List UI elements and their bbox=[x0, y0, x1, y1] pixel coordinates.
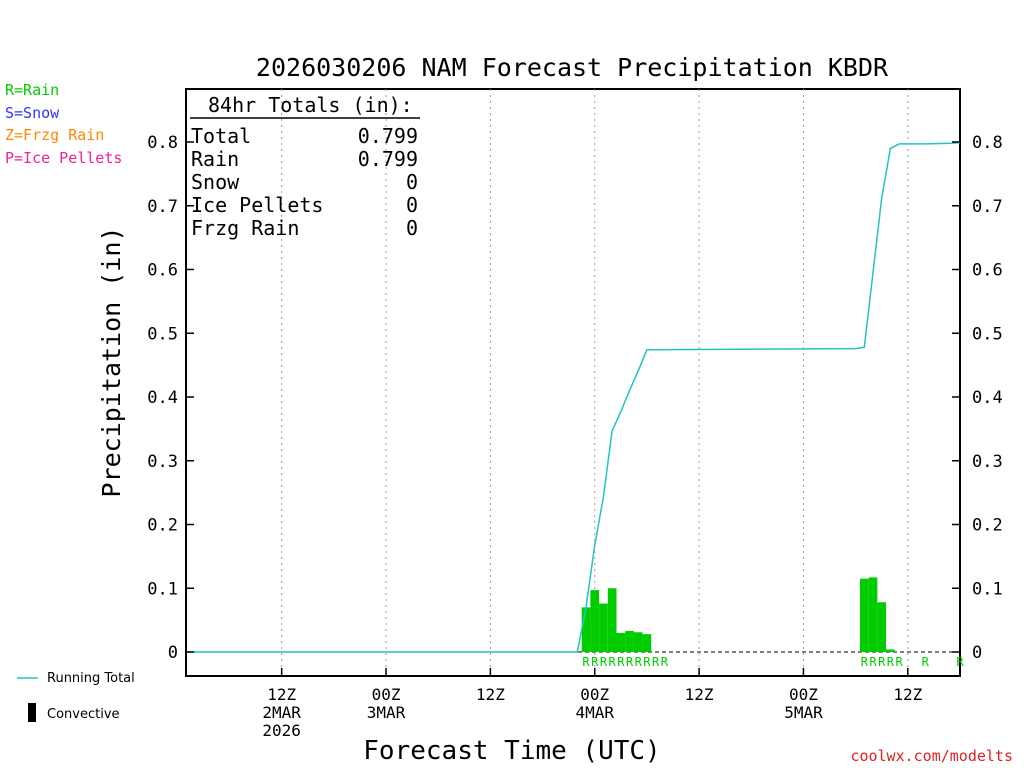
x-tick-label: 12Z bbox=[893, 685, 922, 704]
y-tick-label-right: 0.6 bbox=[972, 261, 1003, 281]
y-tick-label-right: 0.8 bbox=[972, 133, 1003, 153]
ptype-marker: R bbox=[635, 655, 643, 669]
legend-running-total: Running Total bbox=[47, 671, 135, 686]
x-tick-label: 4MAR bbox=[575, 703, 614, 722]
rain-bar bbox=[607, 588, 617, 652]
rain-bar bbox=[886, 649, 895, 652]
totals-value: 0.799 bbox=[358, 147, 418, 171]
y-axis: 0 00.1 0.10.2 0.20.3 0.30.4 0.40.5 0.50.6 0.60.… bbox=[147, 133, 1002, 663]
totals-label: Total bbox=[191, 124, 251, 148]
x-tick-label: 2026 bbox=[262, 721, 301, 740]
ptype-marker: R bbox=[896, 655, 904, 669]
y-tick-label-right: 0.1 bbox=[972, 579, 1003, 599]
rain-bar bbox=[625, 630, 634, 652]
legend-snow: S=Snow bbox=[5, 104, 60, 122]
totals-value: 0 bbox=[406, 170, 418, 194]
ptype-marker: R bbox=[600, 655, 608, 669]
ptype-marker: R bbox=[582, 655, 590, 669]
x-tick-label: 00Z bbox=[580, 685, 609, 704]
plot-frame bbox=[185, 88, 961, 677]
rain-bar bbox=[581, 607, 591, 652]
totals-label: Frzg Rain bbox=[191, 216, 299, 240]
y-tick-label: 0.5 bbox=[147, 324, 178, 344]
x-tick-label: 12Z bbox=[476, 685, 505, 704]
y-tick-label-right: 0.3 bbox=[972, 452, 1003, 472]
rain-bar bbox=[599, 603, 608, 652]
rain-bar bbox=[642, 634, 652, 652]
y-tick-label: 0.7 bbox=[147, 197, 178, 217]
x-tick-label: 2MAR bbox=[262, 703, 301, 722]
rain-bar bbox=[633, 632, 643, 652]
legend-frzg-rain: Z=Frzg Rain bbox=[5, 126, 104, 144]
ptype-marker: R bbox=[591, 655, 599, 669]
y-tick-label-right: 0.2 bbox=[972, 516, 1003, 536]
y-tick-label: 0.2 bbox=[147, 516, 178, 536]
x-tick-label: 00Z bbox=[789, 685, 818, 704]
rain-bar bbox=[859, 578, 869, 652]
y-tick-label: 0.1 bbox=[147, 579, 178, 599]
ptype-marker: R bbox=[869, 655, 877, 669]
ptype-marker: R bbox=[661, 655, 669, 669]
gridlines bbox=[281, 89, 909, 676]
x-tick-label: 3MAR bbox=[367, 703, 406, 722]
totals-value: 0.799 bbox=[358, 124, 418, 148]
x-tick-label: 12Z bbox=[685, 685, 714, 704]
y-tick-label: 0.3 bbox=[147, 452, 178, 472]
ptype-marker: R bbox=[609, 655, 617, 669]
totals-label: Snow bbox=[191, 170, 240, 194]
y-tick-label-right: 0.5 bbox=[972, 324, 1003, 344]
ptype-marker: R bbox=[887, 655, 895, 669]
ptype-marker: R bbox=[652, 655, 660, 669]
y-tick-label: 0.4 bbox=[147, 388, 178, 408]
ptype-marker: R bbox=[617, 655, 625, 669]
running-total-line bbox=[186, 141, 961, 653]
x-tick-label: 5MAR bbox=[784, 703, 823, 722]
totals-value: 0 bbox=[406, 216, 418, 240]
rain-bar bbox=[616, 632, 626, 652]
totals-label: Rain bbox=[191, 147, 239, 171]
ptype-marker: R bbox=[626, 655, 634, 669]
rain-bar bbox=[590, 590, 600, 652]
legend-rain: R=Rain bbox=[5, 81, 59, 99]
ptype-marker: R bbox=[956, 655, 964, 669]
rain-bar bbox=[868, 577, 878, 652]
ptype-marker: R bbox=[922, 655, 930, 669]
x-tick-label: 12Z bbox=[267, 685, 296, 704]
y-tick-label: 0 bbox=[168, 643, 178, 663]
ptype-marker: R bbox=[878, 655, 886, 669]
y-tick-label-right: 0.4 bbox=[972, 388, 1003, 408]
y-axis-label: Precipitation (in) bbox=[97, 227, 126, 498]
y-tick-label: 0.6 bbox=[147, 261, 178, 281]
legend-convective: Convective bbox=[47, 707, 120, 722]
ptype-marker: R bbox=[861, 655, 869, 669]
y-tick-label-right: 0.7 bbox=[972, 197, 1003, 217]
ptype-marker: R bbox=[643, 655, 651, 669]
totals-value: 0 bbox=[406, 193, 418, 217]
x-axis-label: Forecast Time (UTC) bbox=[363, 736, 660, 766]
y-tick-label-right: 0 bbox=[972, 643, 982, 663]
y-tick-label: 0.8 bbox=[147, 133, 178, 153]
chart-title: 2026030206 NAM Forecast Precipitation KB… bbox=[256, 53, 889, 82]
credit-text[interactable]: coolwx.com/modelts bbox=[850, 747, 1013, 765]
totals-box: 84hr Totals (in): Total 0.799 Rain 0.799… bbox=[190, 93, 420, 240]
x-tick-label: 00Z bbox=[372, 685, 401, 704]
totals-header: 84hr Totals (in): bbox=[208, 93, 413, 117]
convective-legend-swatch bbox=[28, 703, 36, 722]
rain-bars bbox=[581, 577, 895, 652]
rain-bar bbox=[877, 602, 887, 652]
legend-ice-pellets: P=Ice Pellets bbox=[5, 149, 122, 167]
totals-label: Ice Pellets bbox=[191, 193, 323, 217]
